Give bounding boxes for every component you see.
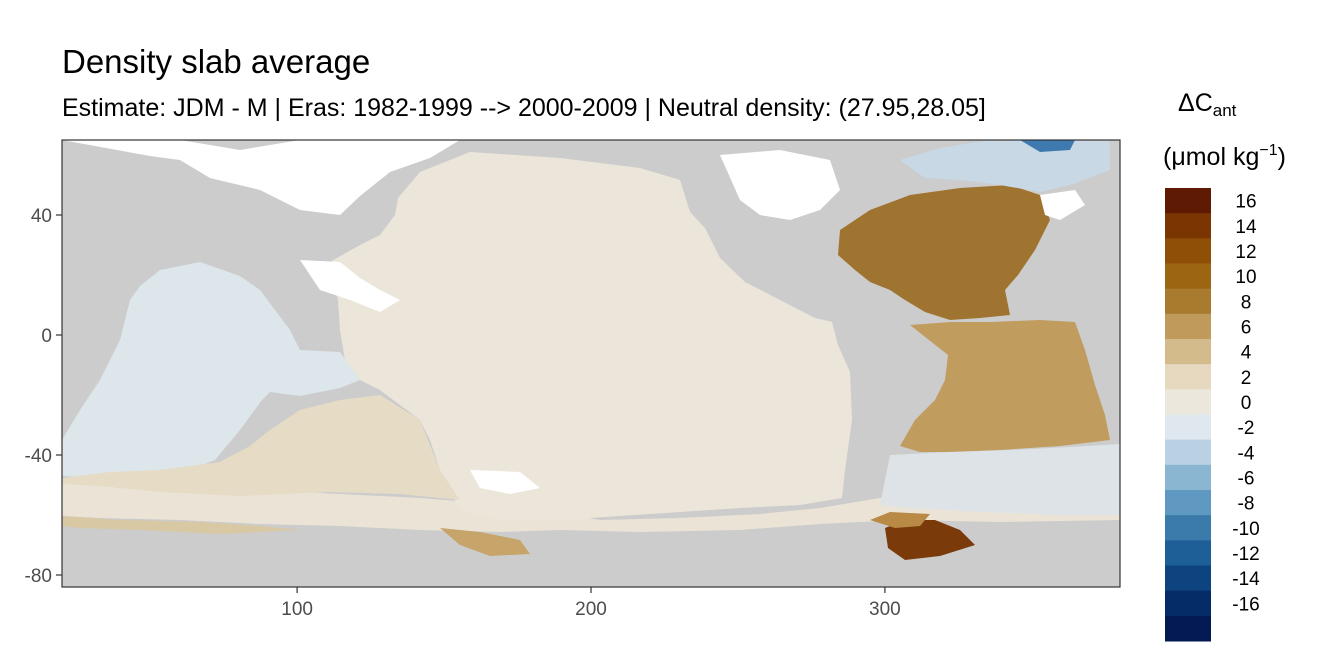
no-data-canada bbox=[720, 150, 840, 220]
x-tick-label: 200 bbox=[575, 599, 607, 620]
y-tick-label: 0 bbox=[41, 326, 52, 347]
legend-unit: (μmol kg−1) bbox=[1163, 142, 1286, 171]
legend-tick-label: 4 bbox=[1241, 343, 1252, 364]
map-subtitle: Estimate: JDM - M | Eras: 1982-1999 --> … bbox=[62, 94, 986, 122]
legend-swatch bbox=[1165, 238, 1211, 264]
legend-tick-label: -16 bbox=[1232, 594, 1259, 615]
legend-title: ΔCant bbox=[1178, 89, 1237, 120]
legend-swatch bbox=[1165, 464, 1211, 491]
antarctic-margin-west bbox=[62, 516, 300, 534]
legend-tick-label: 16 bbox=[1235, 192, 1256, 213]
no-data-mid-atlantic bbox=[1040, 190, 1085, 220]
nordic-deep-region bbox=[1020, 140, 1075, 152]
legend-swatch bbox=[1165, 263, 1211, 290]
legend-swatch bbox=[1165, 213, 1211, 239]
legend-swatch bbox=[1165, 515, 1211, 541]
weddell-sea-region bbox=[885, 520, 975, 560]
y-tick-label: -80 bbox=[25, 566, 52, 587]
x-tick-label: 300 bbox=[869, 599, 901, 620]
legend-swatch bbox=[1165, 490, 1211, 516]
legend-tick-label: 10 bbox=[1235, 267, 1256, 288]
legend-tick-label: -8 bbox=[1238, 494, 1255, 515]
y-tick-label: -40 bbox=[25, 446, 52, 467]
indian-ocean-region bbox=[62, 262, 360, 478]
legend-swatch bbox=[1165, 414, 1211, 441]
no-data-arctic bbox=[62, 140, 460, 215]
legend-swatch bbox=[1165, 389, 1211, 415]
legend-tick-label: 12 bbox=[1235, 242, 1256, 263]
north-atlantic-region bbox=[838, 185, 1050, 320]
legend-swatch bbox=[1165, 364, 1211, 390]
weddell-inner-region bbox=[870, 512, 930, 528]
pacific-ocean-region bbox=[330, 152, 852, 520]
legend-tick-label: -4 bbox=[1238, 443, 1255, 464]
x-axis: 100 200 300 bbox=[281, 587, 901, 620]
legend-swatch bbox=[1165, 188, 1211, 214]
south-atlantic-region bbox=[900, 320, 1110, 452]
legend-tick-label: 6 bbox=[1241, 317, 1252, 338]
legend-colorbar: 16 14 12 10 8 6 4 2 0 -2 -4 -6 -8 -10 -12 -14 -16 bbox=[1165, 188, 1260, 642]
legend-tick-label: -14 bbox=[1232, 569, 1260, 590]
indian-south-region bbox=[62, 395, 460, 500]
x-tick-label: 100 bbox=[281, 599, 313, 620]
nordic-seas-region bbox=[900, 140, 1110, 192]
antarctic-margin-region bbox=[440, 528, 530, 556]
y-tick-label: 40 bbox=[31, 206, 52, 227]
legend-swatch bbox=[1165, 288, 1211, 315]
atlantic-southern-region bbox=[880, 444, 1120, 515]
legend-tick-label: -6 bbox=[1238, 468, 1255, 489]
map-title: Density slab average bbox=[62, 43, 371, 80]
legend-swatch bbox=[1165, 565, 1211, 592]
legend-tick-label: 2 bbox=[1241, 368, 1252, 389]
no-data-indo bbox=[300, 260, 400, 312]
y-axis: 40 0 -40 -80 bbox=[25, 206, 62, 587]
legend-tick-label: 0 bbox=[1241, 393, 1252, 414]
southern-ocean-region bbox=[62, 480, 1120, 532]
legend-swatch bbox=[1165, 439, 1211, 466]
no-data-southern bbox=[470, 470, 540, 494]
legend-tick-label: 14 bbox=[1235, 217, 1257, 238]
legend-swatch bbox=[1165, 590, 1211, 617]
legend-tick-label: -12 bbox=[1232, 544, 1259, 565]
legend-swatch bbox=[1165, 540, 1211, 566]
legend-swatch bbox=[1165, 339, 1211, 365]
legend-tick-label: -2 bbox=[1238, 418, 1255, 439]
legend-swatch bbox=[1165, 615, 1211, 642]
legend-tick-label: 8 bbox=[1241, 292, 1252, 313]
legend-swatch bbox=[1165, 313, 1211, 340]
legend-tick-label: -10 bbox=[1232, 519, 1259, 540]
